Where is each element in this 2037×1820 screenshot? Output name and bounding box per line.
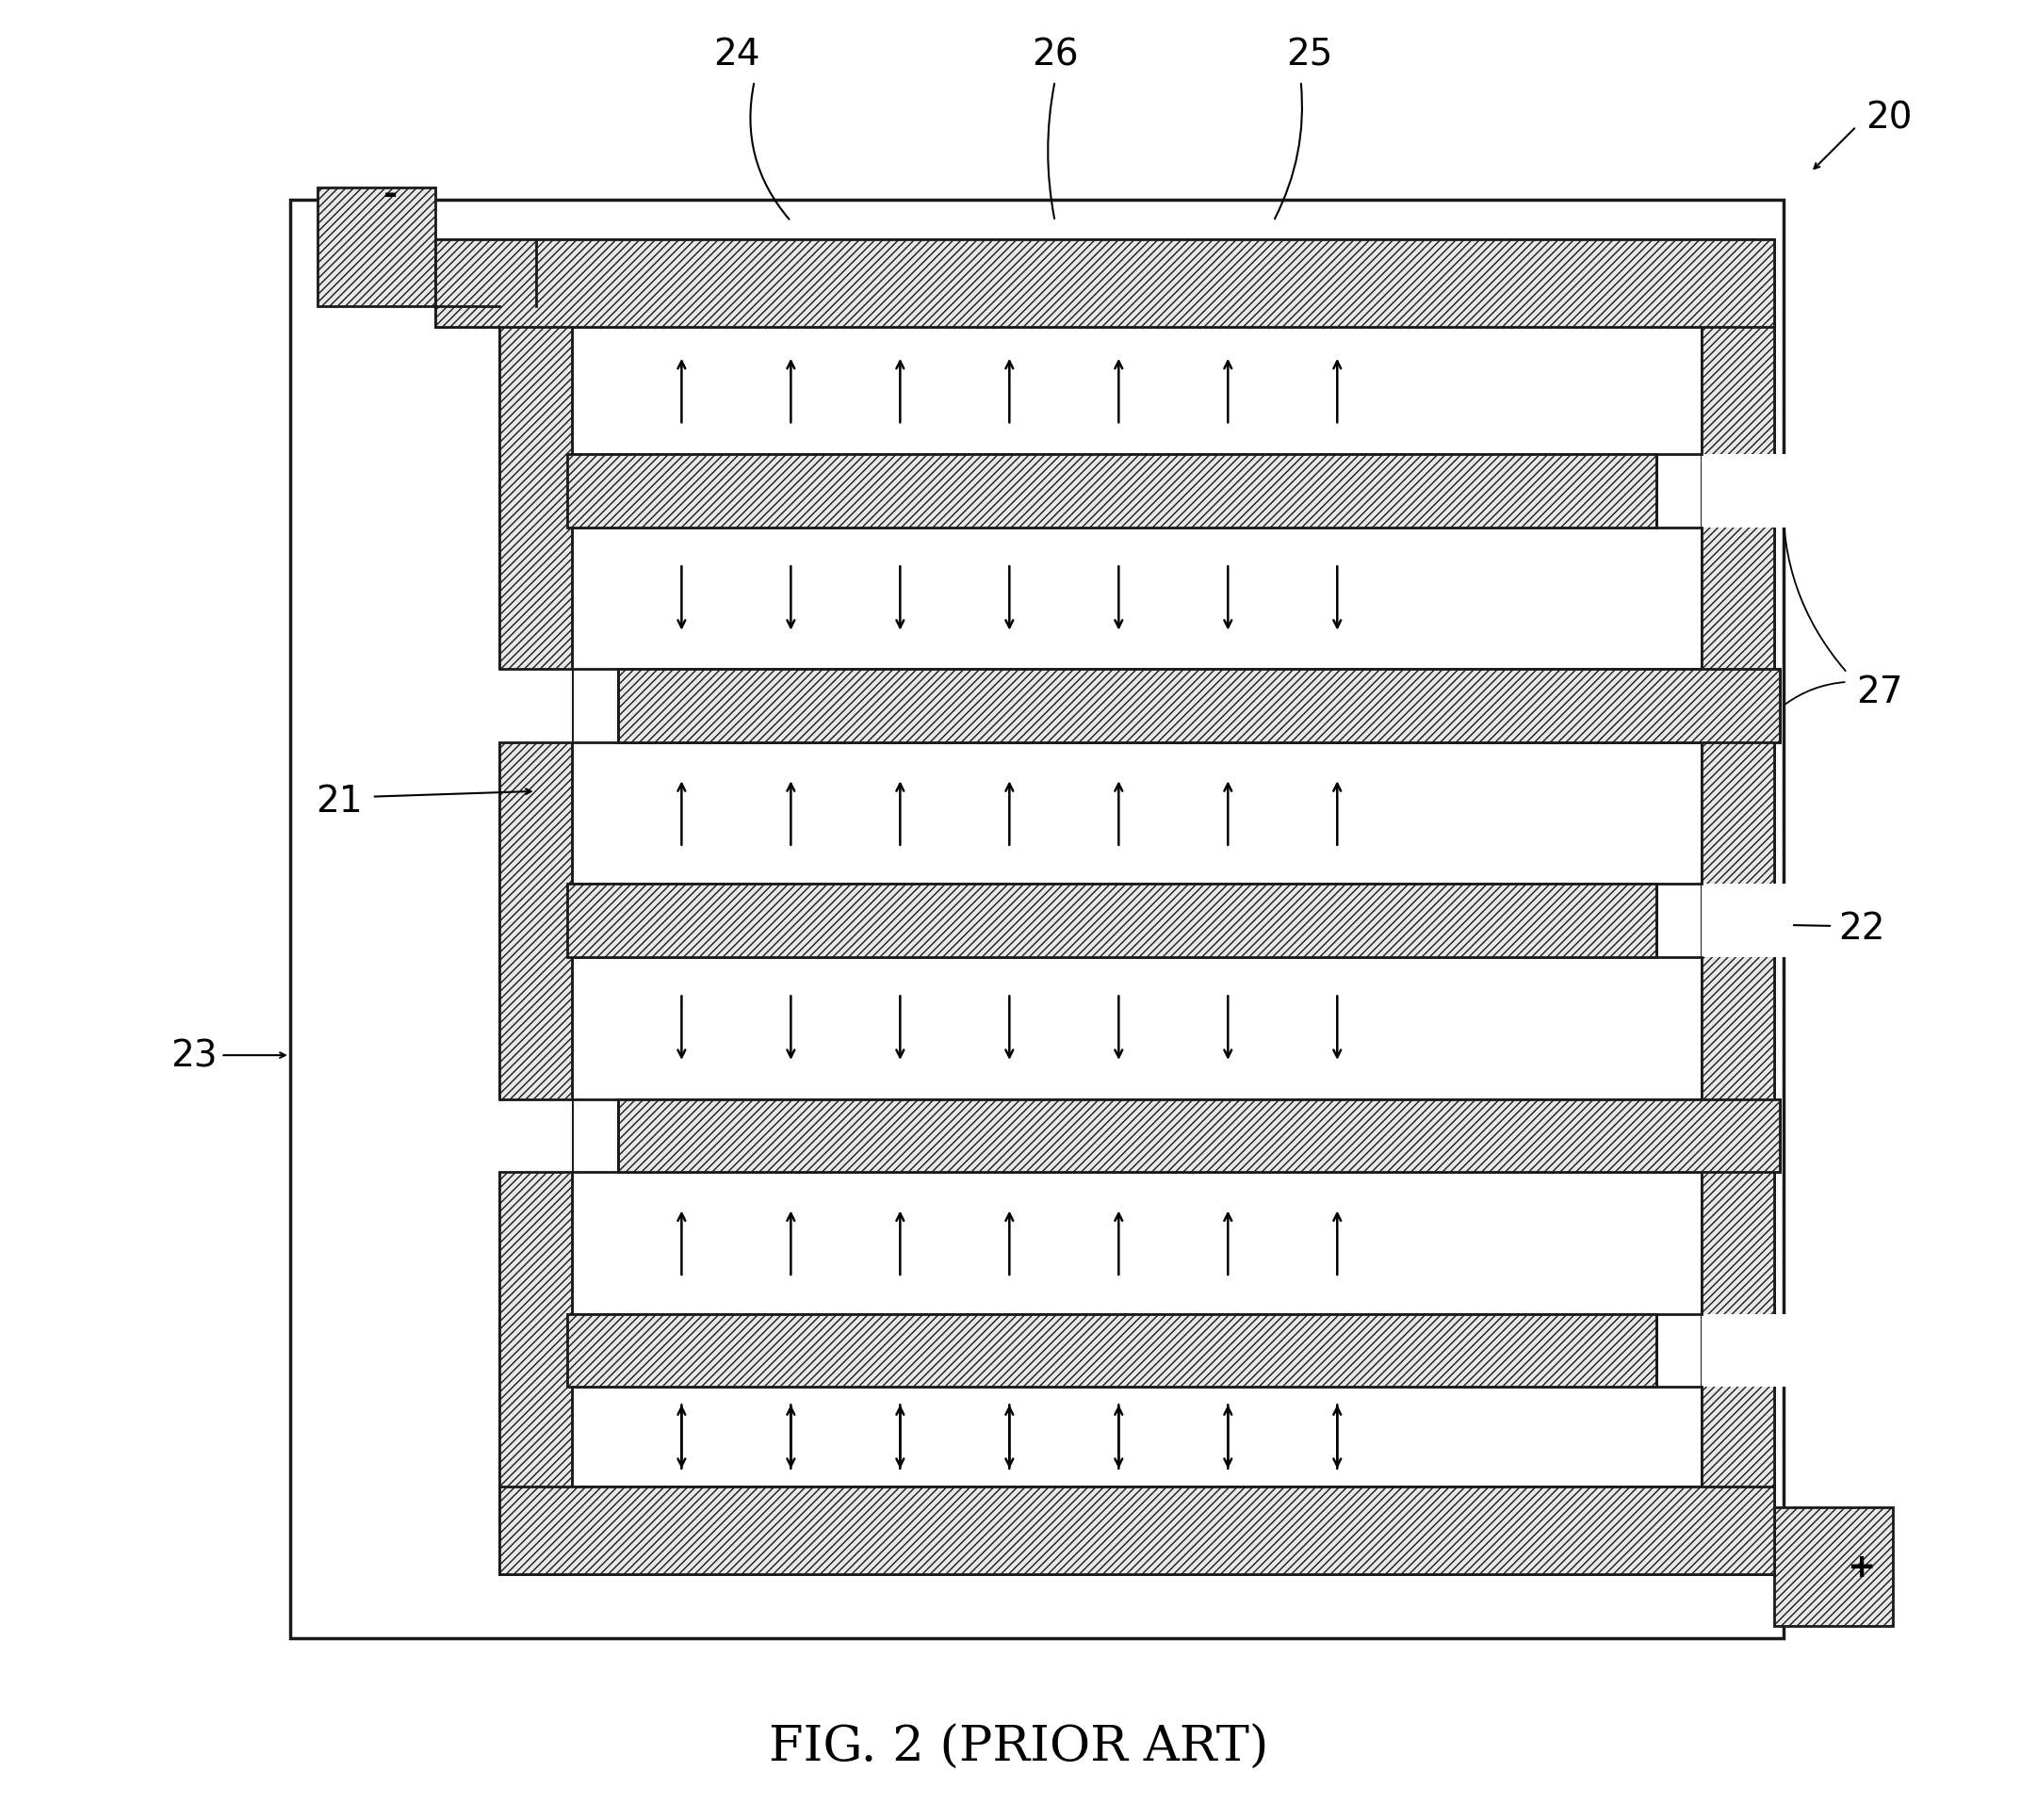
Bar [499, 1487, 1774, 1574]
Bar [566, 1314, 1656, 1387]
Bar [436, 240, 1774, 328]
Text: 23: 23 [171, 1037, 218, 1074]
Bar [481, 670, 572, 743]
Text: FIG. 2 (PRIOR ART): FIG. 2 (PRIOR ART) [768, 1724, 1269, 1771]
Bar [617, 670, 1780, 743]
Bar [499, 1487, 1774, 1574]
Text: 24: 24 [713, 36, 760, 73]
Text: 26: 26 [1031, 36, 1078, 73]
Bar [566, 455, 1656, 528]
Bar [617, 1099, 1780, 1172]
Bar [566, 1314, 1656, 1387]
Bar [318, 187, 436, 306]
Bar [1701, 1314, 1793, 1387]
Bar [436, 240, 1774, 328]
Bar [566, 885, 1656, 957]
Bar [1774, 1507, 1892, 1627]
Bar [566, 455, 1656, 528]
Bar [499, 240, 572, 1574]
Bar [1701, 455, 1793, 528]
Bar [617, 1099, 1780, 1172]
Text: 27: 27 [1856, 673, 1903, 710]
Text: 22: 22 [1837, 910, 1884, 946]
Bar [1701, 240, 1774, 1574]
Text: 21: 21 [316, 783, 363, 819]
Text: 25: 25 [1287, 36, 1332, 73]
Bar [289, 200, 1784, 1638]
Bar [617, 670, 1780, 743]
Bar [481, 1099, 572, 1172]
Text: 20: 20 [1866, 100, 1913, 136]
Text: +: + [1846, 1551, 1876, 1583]
Bar [499, 240, 572, 1574]
Bar [1701, 885, 1793, 957]
Bar [1701, 240, 1774, 1574]
Bar [566, 885, 1656, 957]
Text: -: - [383, 178, 397, 211]
